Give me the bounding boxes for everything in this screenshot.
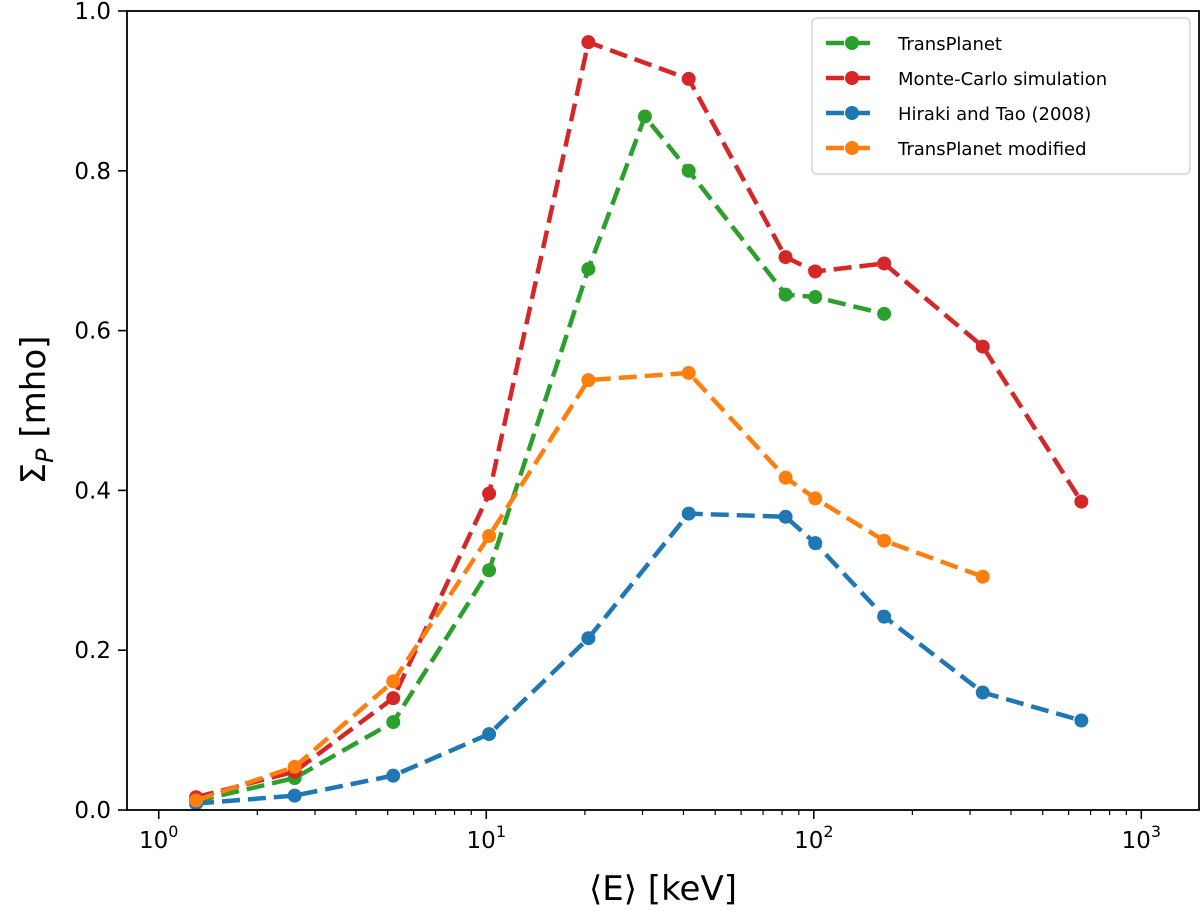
y-tick-label: 1.0 <box>74 0 111 25</box>
x-axis-title: ⟨E⟩ [keV] <box>589 869 737 909</box>
legend-label: TransPlanet modified <box>897 139 1087 160</box>
data-point-hiraki-and-tao-2008 <box>581 631 596 646</box>
data-point-transplanet <box>778 287 793 302</box>
data-point-transplanet-modified <box>482 528 497 543</box>
y-axis-title-subscript: P <box>31 448 59 463</box>
data-point-hiraki-and-tao-2008 <box>386 768 401 783</box>
data-point-transplanet-modified <box>681 365 696 380</box>
x-tick-label: 101 <box>467 822 506 854</box>
series-line-transplanet-modified <box>195 370 984 803</box>
data-point-transplanet-modified <box>287 759 302 774</box>
x-tick-exponent: 2 <box>823 822 833 841</box>
series-transplanet-modified <box>189 365 990 808</box>
data-point-transplanet-modified <box>581 373 596 388</box>
data-point-monte-carlo-simulation <box>975 339 990 354</box>
x-tick-base: 10 <box>139 828 168 854</box>
x-tick-base: 10 <box>794 828 823 854</box>
legend-item-transplanet-modified: TransPlanet modified <box>826 139 1087 160</box>
x-tick-label: 103 <box>1122 822 1161 854</box>
data-point-hiraki-and-tao-2008 <box>808 536 823 551</box>
data-point-hiraki-and-tao-2008 <box>877 609 892 624</box>
data-point-hiraki-and-tao-2008 <box>681 506 696 521</box>
data-point-monte-carlo-simulation <box>808 264 823 279</box>
y-axis-title-unit: [mho] <box>14 336 54 449</box>
x-tick-exponent: 0 <box>168 822 178 841</box>
data-point-transplanet-modified <box>778 470 793 485</box>
legend-label: TransPlanet <box>897 34 1002 55</box>
legend-swatch-marker <box>845 141 859 155</box>
legend-swatch-marker <box>845 71 859 85</box>
legend-item-transplanet: TransPlanet <box>826 34 1002 55</box>
data-point-monte-carlo-simulation <box>681 71 696 86</box>
data-point-monte-carlo-simulation <box>482 486 497 501</box>
x-tick-label: 102 <box>794 822 833 854</box>
data-point-monte-carlo-simulation <box>386 691 401 706</box>
legend-label: Hiraki and Tao (2008) <box>898 104 1091 125</box>
legend-swatch-marker <box>845 106 859 120</box>
series-line-transplanet <box>195 114 885 804</box>
data-point-monte-carlo-simulation <box>778 250 793 265</box>
legend-label: Monte-Carlo simulation <box>898 69 1107 90</box>
data-point-transplanet-modified <box>877 533 892 548</box>
x-tick-base: 10 <box>467 828 496 854</box>
data-point-transplanet-modified <box>808 491 823 506</box>
data-point-hiraki-and-tao-2008 <box>975 685 990 700</box>
data-point-monte-carlo-simulation <box>1074 494 1089 509</box>
y-tick-label: 0.0 <box>74 798 111 824</box>
data-point-hiraki-and-tao-2008 <box>778 509 793 524</box>
legend-item-hiraki-and-tao-2008: Hiraki and Tao (2008) <box>826 104 1091 125</box>
legend-swatch-marker <box>845 36 859 50</box>
legend: TransPlanet Monte-Carlo simulation Hiraki … <box>811 17 1191 175</box>
y-tick-label: 0.8 <box>74 159 111 185</box>
data-point-transplanet <box>386 715 401 730</box>
x-tick-exponent: 1 <box>496 822 506 841</box>
data-point-transplanet <box>681 163 696 178</box>
data-point-transplanet <box>637 109 652 124</box>
data-point-monte-carlo-simulation <box>581 35 596 50</box>
data-point-hiraki-and-tao-2008 <box>1074 713 1089 728</box>
data-point-transplanet <box>808 290 823 305</box>
data-point-transplanet-modified <box>189 793 204 808</box>
data-point-transplanet <box>482 563 497 578</box>
x-tick-label: 100 <box>139 822 178 854</box>
y-tick-label: 0.6 <box>74 319 111 345</box>
plot-frame <box>126 10 1200 811</box>
x-tick-base: 10 <box>1122 828 1151 854</box>
series-layer <box>189 35 1089 811</box>
data-point-transplanet-modified <box>386 674 401 689</box>
data-point-transplanet <box>877 306 892 321</box>
data-point-hiraki-and-tao-2008 <box>482 727 497 742</box>
data-point-transplanet-modified <box>975 569 990 584</box>
legend-item-monte-carlo-simulation: Monte-Carlo simulation <box>826 69 1107 90</box>
y-axis: 0.0 0.2 0.4 0.6 0.8 1.0 <box>74 0 127 824</box>
y-tick-label: 0.2 <box>74 638 111 664</box>
y-tick-label: 0.4 <box>74 478 111 504</box>
data-point-monte-carlo-simulation <box>877 256 892 271</box>
data-point-hiraki-and-tao-2008 <box>287 788 302 803</box>
y-axis-title: ΣP [mho] <box>14 336 59 485</box>
x-axis: 100 101 102 103 <box>139 810 1161 854</box>
data-point-transplanet <box>581 262 596 277</box>
x-tick-exponent: 3 <box>1151 822 1161 841</box>
legend-box <box>811 17 1191 175</box>
